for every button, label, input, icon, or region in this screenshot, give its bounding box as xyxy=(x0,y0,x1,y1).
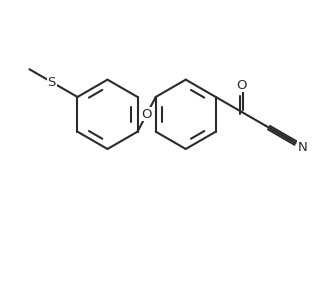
Text: O: O xyxy=(141,108,152,121)
Text: S: S xyxy=(48,75,56,89)
Text: N: N xyxy=(298,141,307,154)
Text: O: O xyxy=(236,79,247,91)
